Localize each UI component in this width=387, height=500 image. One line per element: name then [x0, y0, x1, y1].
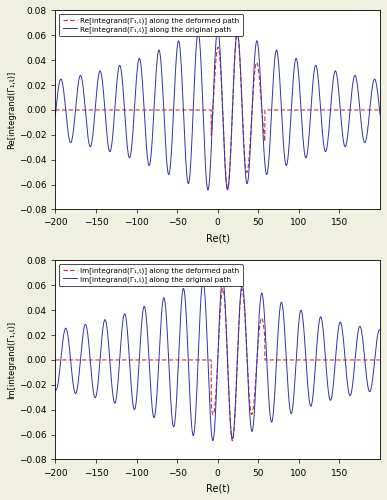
Im[integrand(Γ₁,ι)] along the deformed path: [55, 357, 59, 363]
Re[integrand(Γ₁,ι)] along the original path: [378, 112, 382, 118]
Re[integrand(Γ₁,ι)] along the deformed path: [361, 107, 365, 113]
Line: Re[integrand(Γ₁,ι)] along the original path: Re[integrand(Γ₁,ι)] along the original p…: [55, 29, 380, 190]
Im[integrand(Γ₁,ι)] along the deformed path: [361, 357, 365, 363]
Re[integrand(Γ₁,ι)] along the original path: [212, 74, 216, 80]
Im[integrand(Γ₁,ι)] along the original path: [67, 340, 71, 345]
Im[integrand(Γ₁,ι)] along the deformed path: [53, 357, 58, 363]
Re[integrand(Γ₁,ι)] along the original path: [216, 26, 220, 32]
Re[integrand(Γ₁,ι)] along the deformed path: [117, 107, 122, 113]
Im[integrand(Γ₁,ι)] along the original path: [117, 366, 122, 372]
Re[integrand(Γ₁,ι)] along the deformed path: [72, 107, 77, 113]
Re[integrand(Γ₁,ι)] along the deformed path: [53, 107, 58, 113]
Im[integrand(Γ₁,ι)] along the deformed path: [72, 357, 77, 363]
Line: Im[integrand(Γ₁,ι)] along the original path: Im[integrand(Γ₁,ι)] along the original p…: [55, 280, 380, 440]
Im[integrand(Γ₁,ι)] along the deformed path: [378, 357, 382, 363]
X-axis label: Re(t): Re(t): [206, 233, 230, 243]
Im[integrand(Γ₁,ι)] along the original path: [53, 386, 58, 392]
Line: Re[integrand(Γ₁,ι)] along the deformed path: Re[integrand(Γ₁,ι)] along the deformed p…: [55, 32, 380, 188]
Im[integrand(Γ₁,ι)] along the deformed path: [117, 357, 122, 363]
Re[integrand(Γ₁,ι)] along the deformed path: [67, 107, 71, 113]
Im[integrand(Γ₁,ι)] along the deformed path: [230, 438, 235, 444]
Im[integrand(Γ₁,ι)] along the deformed path: [212, 409, 216, 415]
Re[integrand(Γ₁,ι)] along the original path: [225, 187, 230, 193]
Im[integrand(Γ₁,ι)] along the original path: [378, 328, 382, 334]
Im[integrand(Γ₁,ι)] along the original path: [212, 430, 216, 436]
Im[integrand(Γ₁,ι)] along the original path: [220, 276, 225, 282]
Y-axis label: Re[integrand(Γ₁,ι)]: Re[integrand(Γ₁,ι)]: [7, 71, 16, 149]
Im[integrand(Γ₁,ι)] along the original path: [55, 386, 59, 392]
Line: Im[integrand(Γ₁,ι)] along the deformed path: Im[integrand(Γ₁,ι)] along the deformed p…: [55, 288, 380, 441]
Legend: Re[integrand(Γ₁,ι)] along the deformed path, Re[integrand(Γ₁,ι)] along the origi: Re[integrand(Γ₁,ι)] along the deformed p…: [59, 14, 243, 36]
Re[integrand(Γ₁,ι)] along the original path: [53, 112, 58, 118]
Im[integrand(Γ₁,ι)] along the original path: [211, 438, 215, 444]
Re[integrand(Γ₁,ι)] along the deformed path: [55, 107, 59, 113]
Y-axis label: Im[integrand(Γ₁,ι)]: Im[integrand(Γ₁,ι)]: [7, 321, 16, 399]
Re[integrand(Γ₁,ι)] along the deformed path: [212, 84, 216, 90]
Re[integrand(Γ₁,ι)] along the deformed path: [235, 29, 240, 35]
Re[integrand(Γ₁,ι)] along the original path: [55, 98, 59, 104]
Re[integrand(Γ₁,ι)] along the original path: [72, 114, 77, 120]
Re[integrand(Γ₁,ι)] along the original path: [67, 134, 71, 140]
Re[integrand(Γ₁,ι)] along the original path: [117, 64, 122, 70]
Im[integrand(Γ₁,ι)] along the original path: [72, 390, 77, 396]
Im[integrand(Γ₁,ι)] along the deformed path: [67, 357, 71, 363]
Im[integrand(Γ₁,ι)] along the deformed path: [221, 286, 225, 292]
Im[integrand(Γ₁,ι)] along the original path: [361, 338, 365, 344]
Re[integrand(Γ₁,ι)] along the deformed path: [378, 107, 382, 113]
Re[integrand(Γ₁,ι)] along the original path: [361, 134, 365, 140]
X-axis label: Re(t): Re(t): [206, 483, 230, 493]
Legend: Im[integrand(Γ₁,ι)] along the deformed path, Im[integrand(Γ₁,ι)] along the origi: Im[integrand(Γ₁,ι)] along the deformed p…: [59, 264, 243, 286]
Re[integrand(Γ₁,ι)] along the deformed path: [225, 185, 230, 191]
